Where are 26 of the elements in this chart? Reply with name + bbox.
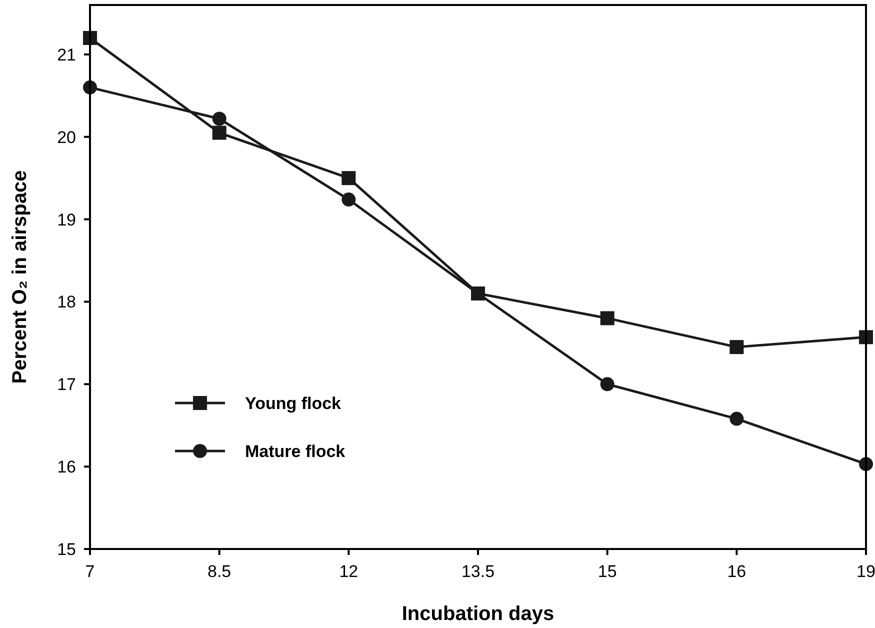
- point: [212, 112, 226, 126]
- x-tick-label: 12: [339, 562, 358, 581]
- y-tick-label: 18: [57, 292, 76, 312]
- x-tick-label: 8.5: [208, 562, 232, 581]
- point: [600, 377, 614, 392]
- legend-label: Mature flock: [245, 442, 346, 461]
- y-tick-label: 19: [57, 210, 76, 230]
- point: [212, 126, 226, 140]
- y-tick-label: 20: [57, 128, 76, 147]
- point: [342, 171, 356, 186]
- point: [600, 311, 614, 326]
- y-tick-label: 17: [57, 375, 76, 394]
- point: [730, 412, 744, 426]
- y-tick-label: 15: [57, 540, 76, 559]
- x-tick-label: 7: [85, 562, 95, 581]
- legend-label: Young flock: [245, 394, 342, 413]
- x-tick-label: 15: [598, 562, 617, 581]
- y-axis-title: Percent O₂ in airspace: [9, 170, 31, 384]
- x-tick-label: 19: [856, 562, 875, 581]
- x-tick-label: 13.5: [461, 562, 495, 581]
- y-tick-label: 21: [57, 45, 76, 64]
- x-tick-label: 16: [727, 562, 746, 581]
- x-axis-title: Incubation days: [402, 603, 554, 625]
- point: [730, 340, 744, 354]
- y-tick-label: 16: [57, 458, 76, 477]
- point: [342, 192, 356, 207]
